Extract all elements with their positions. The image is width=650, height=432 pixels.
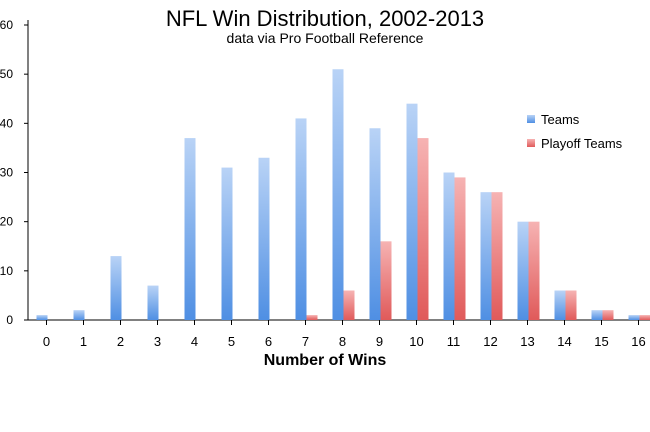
- x-axis-label: Number of Wins: [263, 352, 387, 369]
- bar-playoff-teams-9: [380, 241, 392, 320]
- x-tick-label: 9: [376, 334, 383, 349]
- bar-teams-13: [517, 221, 529, 320]
- bar-playoff-teams-13: [528, 221, 540, 320]
- x-tick-label: 3: [154, 334, 161, 349]
- y-tick-label: 10: [0, 264, 13, 278]
- x-tick-label: 7: [302, 334, 309, 349]
- legend-swatch-playoff-teams: [527, 139, 535, 147]
- x-tick-label: 6: [265, 334, 272, 349]
- x-tick-label: 8: [339, 334, 346, 349]
- x-tick-label: 1: [80, 334, 87, 349]
- x-tick-label: 12: [483, 334, 497, 349]
- legend-label-teams: Teams: [541, 111, 580, 127]
- bar-playoff-teams-14: [565, 290, 577, 320]
- bar-teams-15: [591, 310, 603, 320]
- legend: Teams Playoff Teams: [527, 108, 622, 156]
- x-tick-label: 14: [557, 334, 571, 349]
- legend-item-teams: Teams: [527, 108, 622, 130]
- y-tick-label: 60: [0, 18, 13, 32]
- bar-teams-14: [554, 290, 566, 320]
- bar-teams-1: [73, 310, 85, 320]
- bar-playoff-teams-8: [343, 290, 355, 320]
- bar-teams-7: [295, 118, 307, 321]
- x-tick-label: 5: [228, 334, 235, 349]
- x-tick-label: 10: [409, 334, 423, 349]
- x-tick-label: 13: [520, 334, 534, 349]
- bar-playoff-teams-12: [491, 192, 503, 320]
- bar-teams-0: [36, 315, 48, 320]
- legend-swatch-teams: [527, 115, 535, 123]
- y-tick-label: 20: [0, 215, 13, 229]
- y-tick-label: 50: [0, 67, 13, 81]
- chart-title: NFL Win Distribution, 2002-2013: [165, 6, 485, 31]
- y-tick-label: 40: [0, 116, 13, 130]
- bar-teams-9: [369, 128, 381, 320]
- bar-playoff-teams-10: [417, 138, 429, 320]
- x-tick-label: 16: [631, 334, 645, 349]
- bar-teams-16: [628, 315, 640, 320]
- bar-teams-10: [406, 103, 418, 321]
- chart-subtitle: data via Pro Football Reference: [226, 30, 424, 46]
- bar-teams-4: [184, 138, 196, 320]
- x-tick-label: 15: [594, 334, 608, 349]
- bar-playoff-teams-15: [602, 310, 614, 320]
- legend-item-playoff-teams: Playoff Teams: [527, 132, 622, 154]
- bar-teams-5: [221, 167, 233, 320]
- x-tick-label: 0: [43, 334, 50, 349]
- bar-teams-3: [147, 285, 159, 320]
- x-tick-label: 2: [117, 334, 124, 349]
- bar-playoff-teams-16: [639, 315, 650, 320]
- bar-teams-12: [480, 192, 492, 320]
- bar-teams-11: [443, 172, 455, 320]
- x-tick-label: 4: [191, 334, 198, 349]
- bar-playoff-teams-11: [454, 177, 466, 320]
- x-tick-label: 11: [447, 334, 461, 349]
- y-tick-label: 30: [0, 166, 13, 180]
- bar-teams-2: [110, 256, 122, 320]
- legend-label-playoff-teams: Playoff Teams: [541, 135, 623, 151]
- y-tick-label: 0: [6, 313, 13, 327]
- bar-teams-6: [258, 157, 270, 320]
- bar-teams-8: [332, 69, 344, 320]
- bar-playoff-teams-7: [306, 315, 318, 320]
